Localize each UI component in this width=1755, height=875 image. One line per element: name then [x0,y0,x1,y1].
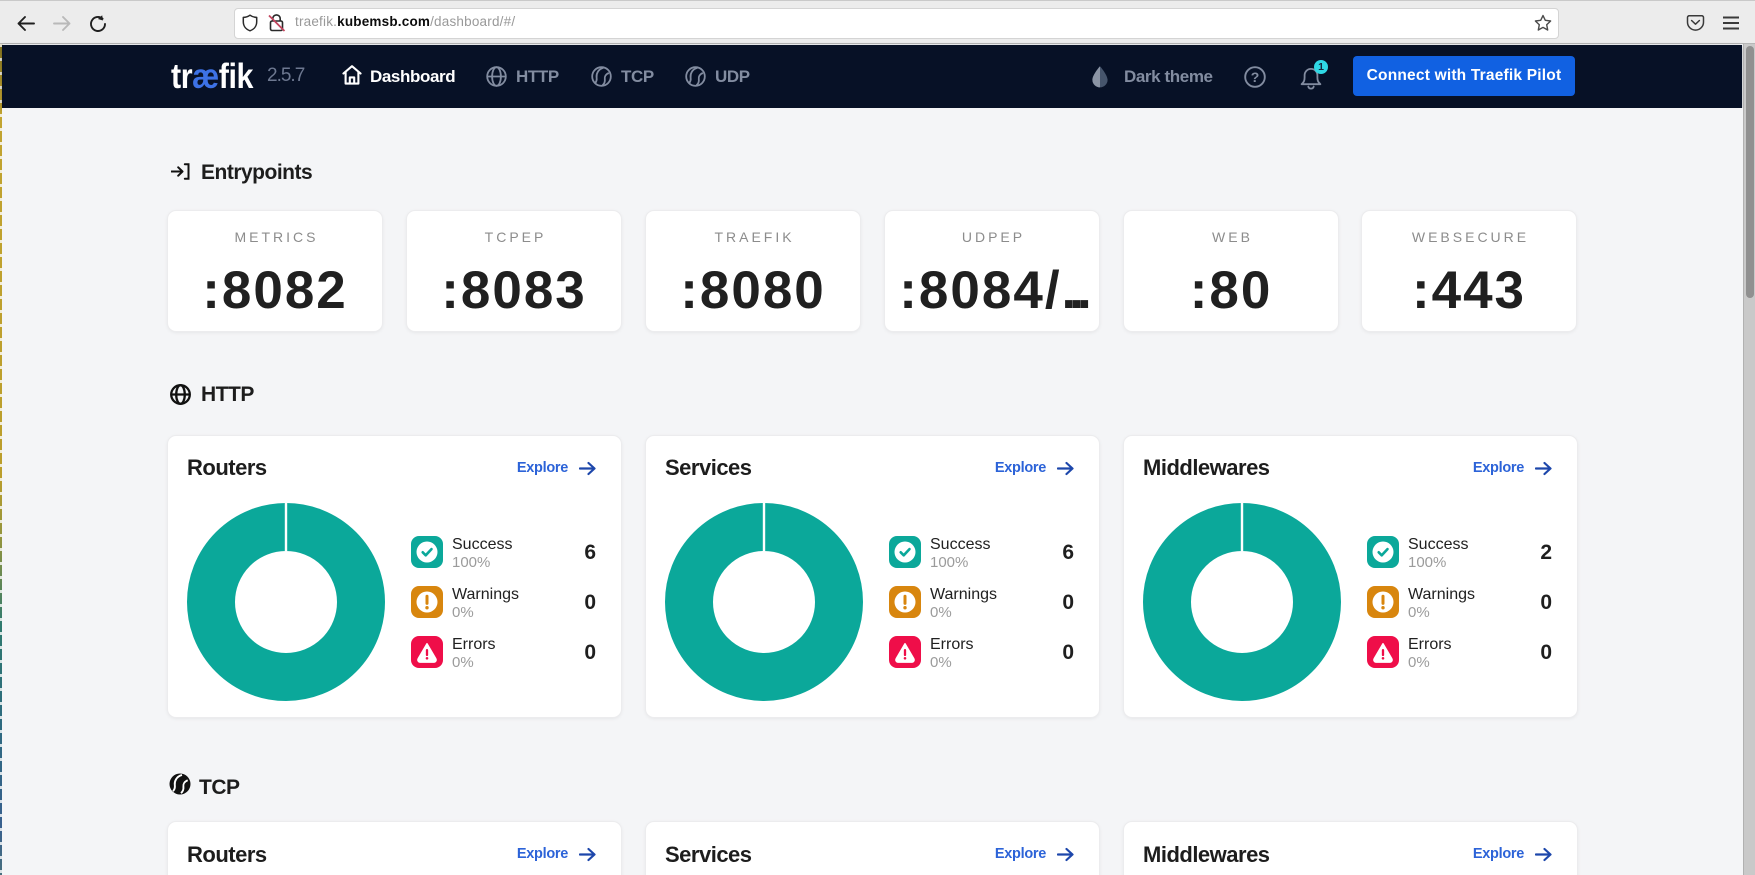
svg-text:?: ? [1251,69,1260,85]
